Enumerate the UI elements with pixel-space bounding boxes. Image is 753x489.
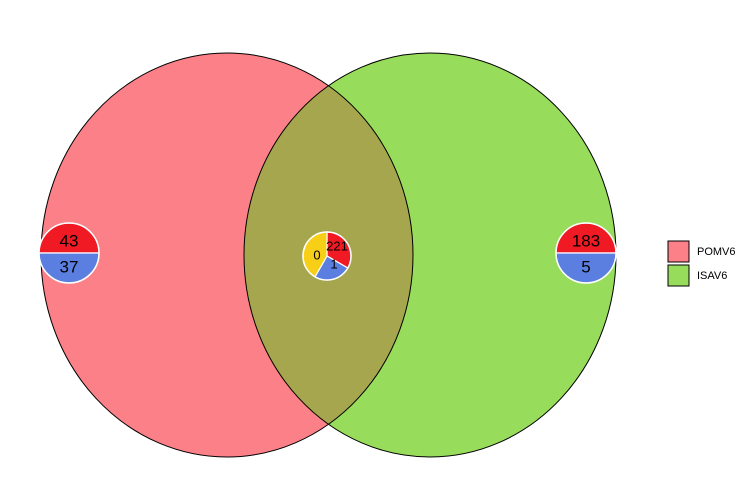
legend-label-isav6: ISAV6 <box>697 270 727 282</box>
legend-label-pomv6: POMV6 <box>697 246 736 258</box>
pie-value-label: 5 <box>581 258 590 277</box>
pie-value-label: 0 <box>313 248 320 263</box>
pie-outline <box>302 231 352 281</box>
pie-value-label: 43 <box>60 232 79 251</box>
pie-value-label: 37 <box>60 258 79 277</box>
pie-overlap: 221 10 <box>302 231 352 281</box>
legend-key-isav6 <box>667 264 690 287</box>
legend: POMV6 ISAV6 <box>667 240 736 287</box>
pie-outline <box>555 222 617 284</box>
pie-value-label: 221 <box>326 239 348 254</box>
pie-outline <box>38 222 100 284</box>
venn-circles <box>40 52 617 458</box>
pie-value-label: 1 <box>330 257 337 272</box>
legend-key-pomv6 <box>667 240 690 263</box>
pie-value-label: 183 <box>572 232 600 251</box>
overlap-region <box>244 53 413 457</box>
